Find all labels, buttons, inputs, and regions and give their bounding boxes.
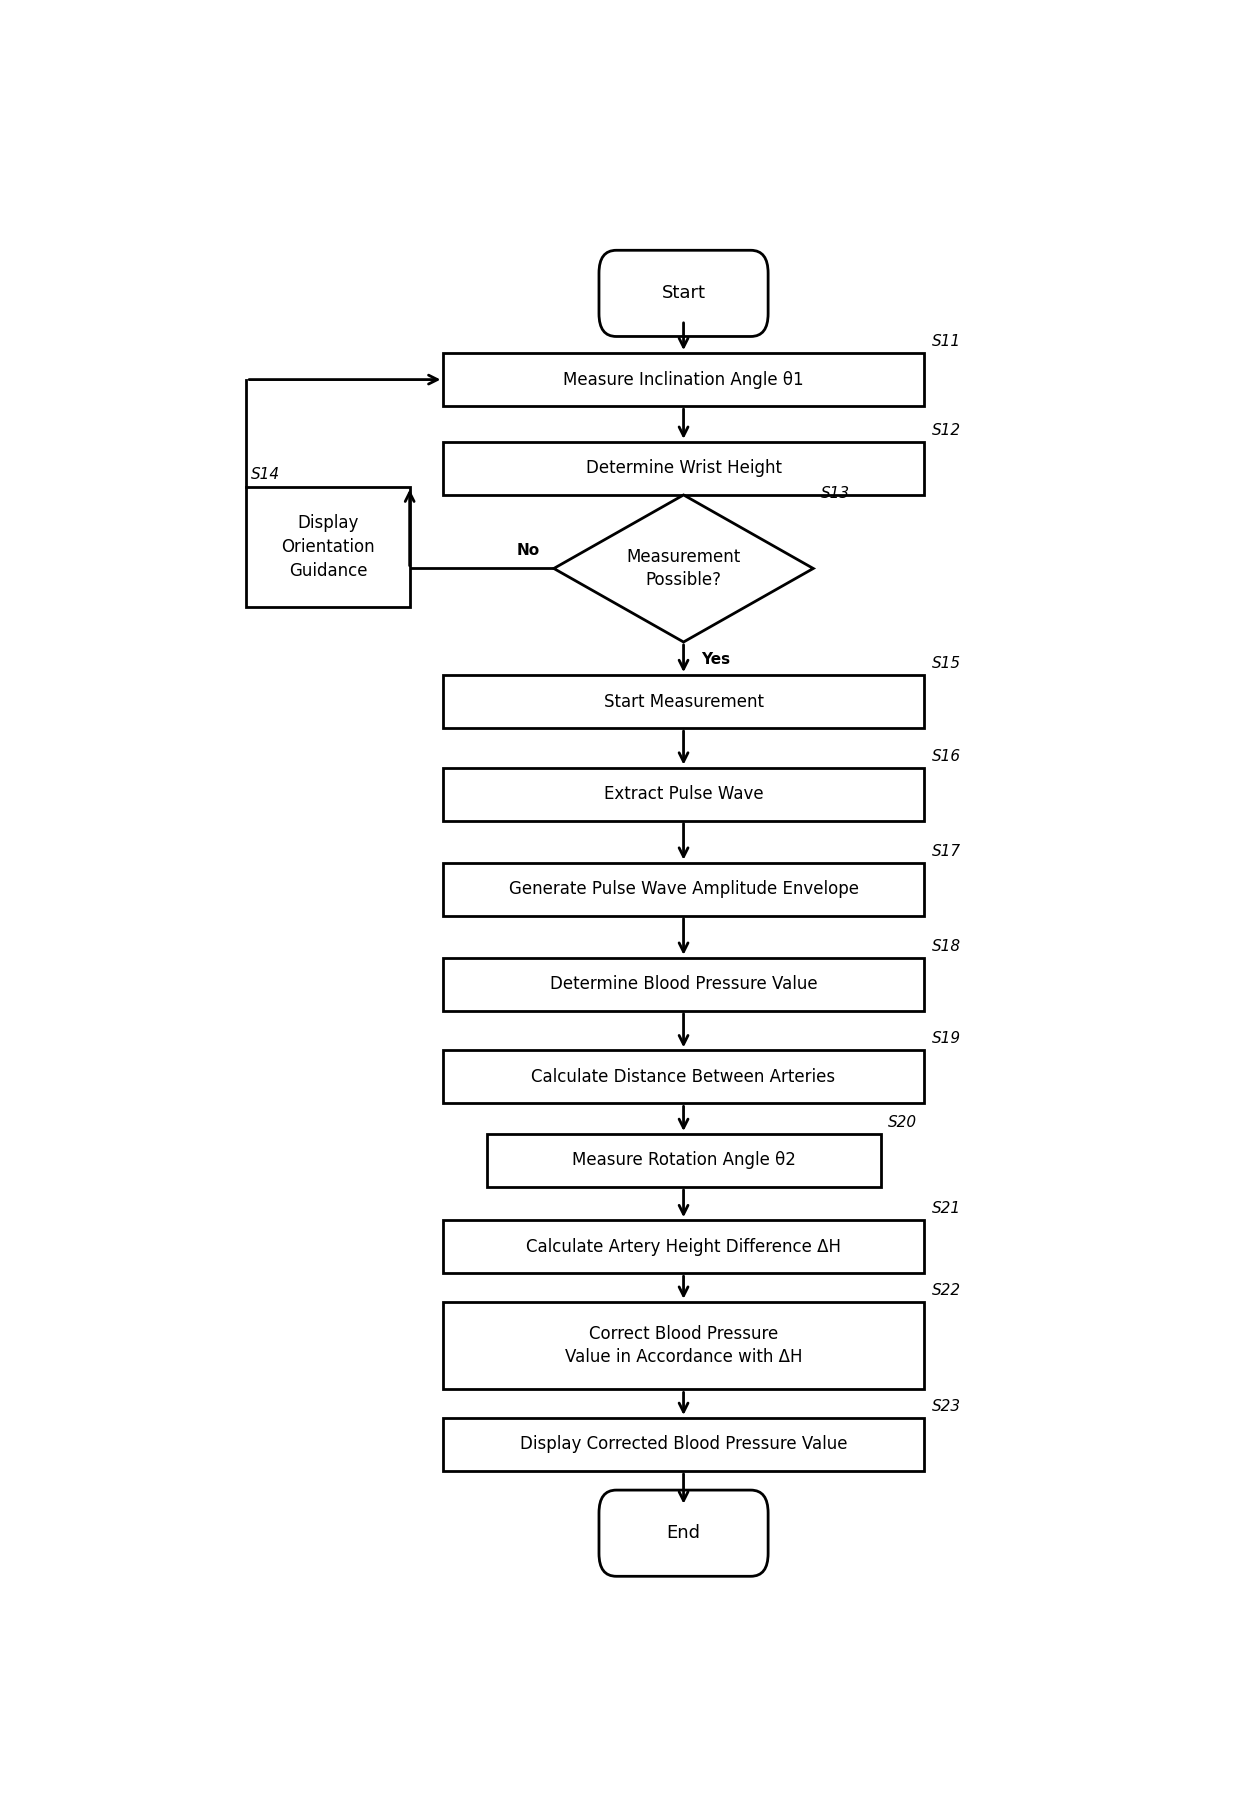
Text: Start Measurement: Start Measurement xyxy=(604,692,764,710)
Text: Measure Rotation Angle θ2: Measure Rotation Angle θ2 xyxy=(572,1152,796,1170)
Bar xyxy=(444,862,924,916)
Text: S19: S19 xyxy=(931,1032,961,1047)
Text: S23: S23 xyxy=(931,1400,961,1414)
Bar xyxy=(444,442,924,494)
Text: S20: S20 xyxy=(888,1116,918,1130)
Text: S16: S16 xyxy=(931,748,961,764)
Text: Display Corrected Blood Pressure Value: Display Corrected Blood Pressure Value xyxy=(520,1436,847,1454)
FancyBboxPatch shape xyxy=(599,250,768,337)
Text: S21: S21 xyxy=(931,1201,961,1217)
Text: S12: S12 xyxy=(931,424,961,438)
Bar xyxy=(444,958,924,1011)
Text: S18: S18 xyxy=(931,938,961,954)
Text: Determine Wrist Height: Determine Wrist Height xyxy=(585,460,781,478)
Bar xyxy=(444,1050,924,1103)
Polygon shape xyxy=(554,494,813,641)
Text: Start: Start xyxy=(662,284,706,302)
Text: Yes: Yes xyxy=(701,652,730,666)
Bar xyxy=(444,1418,924,1471)
FancyBboxPatch shape xyxy=(599,1490,768,1576)
Text: Measure Inclination Angle θ1: Measure Inclination Angle θ1 xyxy=(563,371,804,389)
Text: S15: S15 xyxy=(931,656,961,672)
Text: Measurement
Possible?: Measurement Possible? xyxy=(626,547,740,589)
Text: Calculate Distance Between Arteries: Calculate Distance Between Arteries xyxy=(532,1068,836,1087)
Text: S22: S22 xyxy=(931,1282,961,1298)
Bar xyxy=(444,1221,924,1273)
Bar xyxy=(486,1134,880,1188)
Text: Extract Pulse Wave: Extract Pulse Wave xyxy=(604,786,764,802)
Bar xyxy=(444,676,924,728)
Text: No: No xyxy=(516,543,539,558)
Text: S13: S13 xyxy=(821,487,851,502)
Bar xyxy=(444,768,924,820)
Text: Determine Blood Pressure Value: Determine Blood Pressure Value xyxy=(549,976,817,992)
Text: End: End xyxy=(667,1525,701,1543)
Bar xyxy=(247,487,409,607)
Text: Correct Blood Pressure
Value in Accordance with ΔH: Correct Blood Pressure Value in Accordan… xyxy=(564,1326,802,1365)
Bar xyxy=(444,1302,924,1389)
Text: S11: S11 xyxy=(931,335,961,350)
Text: S17: S17 xyxy=(931,844,961,858)
Text: Display
Orientation
Guidance: Display Orientation Guidance xyxy=(281,514,374,580)
Text: Calculate Artery Height Difference ΔH: Calculate Artery Height Difference ΔH xyxy=(526,1237,841,1255)
Text: Generate Pulse Wave Amplitude Envelope: Generate Pulse Wave Amplitude Envelope xyxy=(508,880,858,898)
Text: S14: S14 xyxy=(250,467,280,482)
Bar xyxy=(444,353,924,406)
